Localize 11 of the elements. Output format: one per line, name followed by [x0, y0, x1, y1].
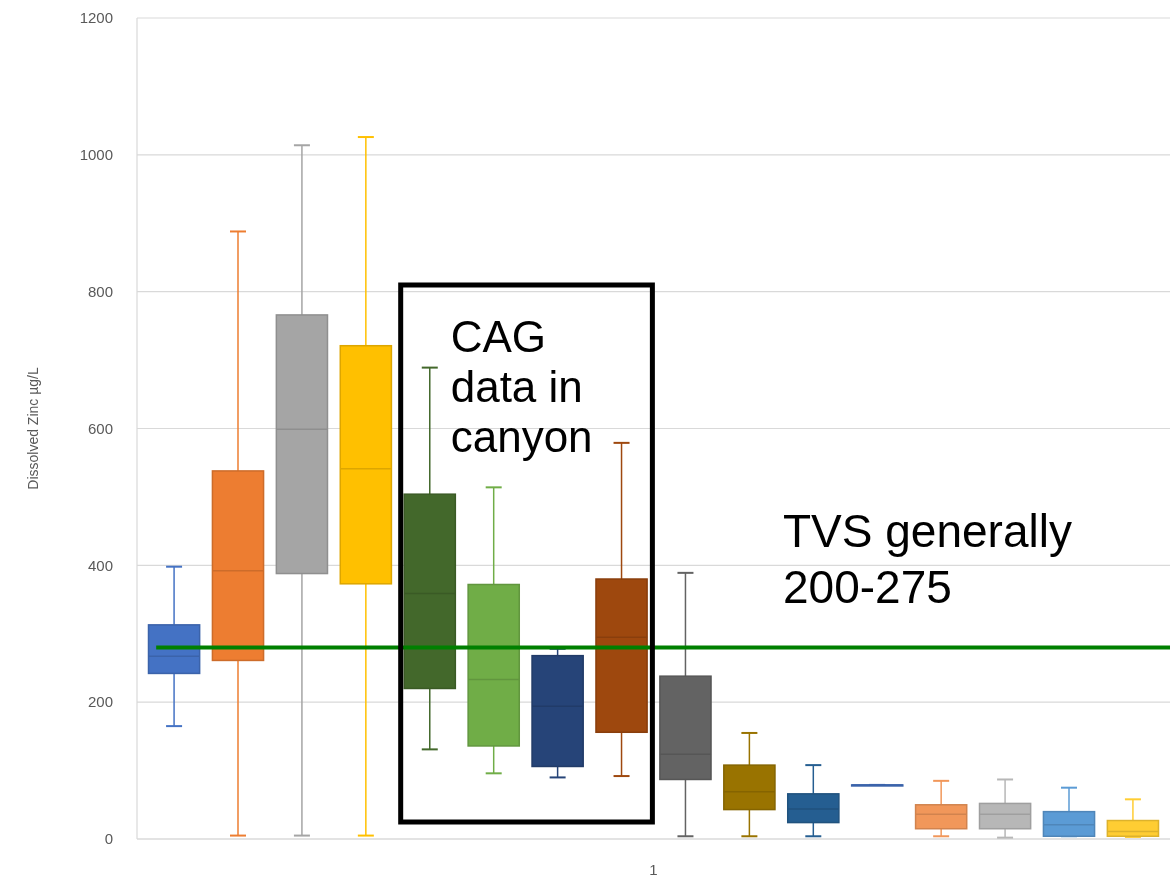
- y-tick-label: 400: [87, 556, 113, 574]
- y-tick-label: 1000: [79, 146, 113, 164]
- y-axis-title: Dissolved Zinc µg/L: [25, 367, 41, 490]
- annotation: CAG data in canyon: [450, 312, 593, 461]
- y-tick-label: 1200: [79, 9, 113, 27]
- ref-line-label: TVS generally 200-275: [783, 505, 1072, 614]
- y-tick-label: 200: [87, 693, 113, 711]
- x-tick-label: 1: [649, 861, 658, 878]
- y-tick-label: 600: [87, 419, 113, 437]
- y-tick-label: 800: [87, 282, 113, 300]
- y-tick-label: 0: [104, 830, 113, 848]
